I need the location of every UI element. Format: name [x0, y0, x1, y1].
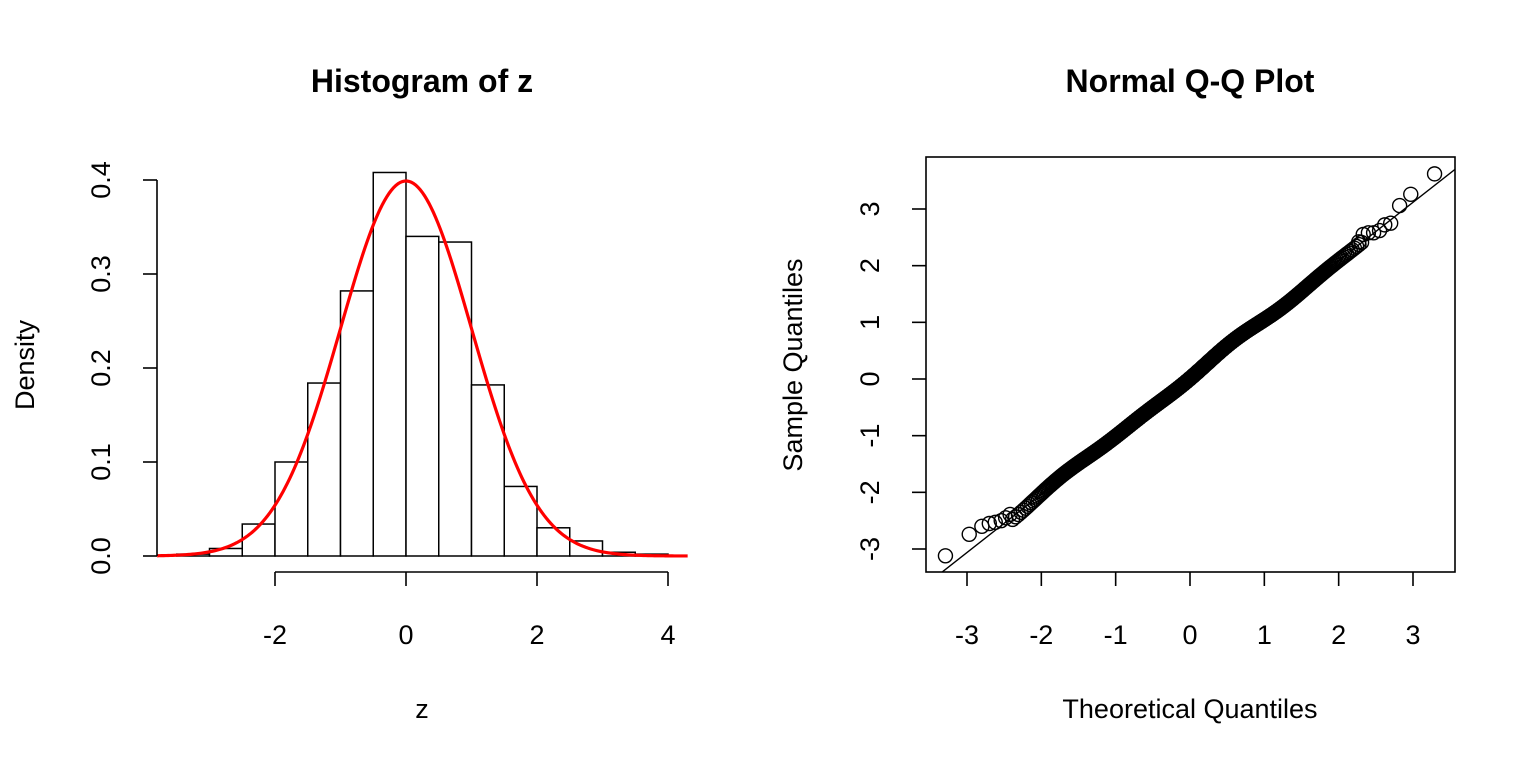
- qq-plot-y-tick-label: 2: [855, 258, 885, 273]
- qq-point: [1426, 166, 1443, 182]
- qq-plot-y-axis-label: Sample Quantiles: [778, 258, 808, 471]
- histogram-y-axis: 0.0 0.1 0.2 0.3 0.4: [86, 161, 158, 575]
- qq-plot-y-tick-label: 0: [855, 371, 885, 386]
- histogram-y-tick-label: 0.4: [86, 161, 116, 199]
- qq-point: [981, 515, 997, 532]
- qq-point: [997, 510, 1014, 526]
- qq-plot-x-tick-label: -1: [1104, 620, 1128, 650]
- histogram-bar: [536, 527, 571, 557]
- qq-point: [1377, 217, 1393, 233]
- histogram-x-tick-label: -2: [263, 620, 287, 650]
- histogram-x-axis-label: z: [415, 694, 429, 724]
- histogram-y-axis-label: Density: [10, 319, 40, 410]
- qq-plot-y-tick-label: 1: [855, 315, 885, 330]
- histogram-x-tick-label: 0: [398, 620, 413, 650]
- histogram-panel: Histogram of z z Density -2 0 2 4 0.0 0.1 0.2…: [10, 63, 688, 724]
- qq-plot-panel: Normal Q-Q Plot Theoretical Quantiles Sa…: [778, 63, 1456, 724]
- histogram-x-tick-label: 4: [660, 620, 675, 650]
- qq-point: [1371, 222, 1388, 239]
- qq-plot-y-tick-label: -2: [855, 480, 885, 504]
- qq-plot-title: Normal Q-Q Plot: [1066, 63, 1315, 99]
- normal-density-curve: [157, 179, 688, 558]
- qq-plot-x-ticks: -3 -2 -1 0 1 2 3: [955, 572, 1421, 650]
- qq-point: [1351, 234, 1367, 250]
- qq-point: [961, 526, 977, 542]
- qq-point: [974, 518, 990, 535]
- qq-plot-x-axis-label: Theoretical Quantiles: [1062, 694, 1317, 724]
- qq-point: [1391, 197, 1408, 214]
- qq-point: [1002, 506, 1018, 523]
- qq-point: [1382, 215, 1399, 231]
- qq-plot-y-tick-label: -3: [855, 537, 885, 561]
- qq-point: [987, 514, 1003, 531]
- histogram-bar: [438, 241, 473, 557]
- histogram-bar: [339, 290, 374, 557]
- qq-point: [1403, 186, 1419, 202]
- qq-plot-x-tick-label: 0: [1182, 620, 1197, 650]
- histogram-x-axis: -2 0 2 4: [263, 571, 676, 650]
- qq-plot-x-tick-label: 3: [1405, 620, 1420, 650]
- qq-plot-y-tick-label: -1: [855, 424, 885, 448]
- qq-plot-x-tick-label: 1: [1257, 620, 1272, 650]
- qq-plot-y-ticks: -3 -2 -1 0 1 2 3: [855, 201, 926, 561]
- qq-point: [1339, 246, 1355, 262]
- histogram-y-tick-label: 0.1: [86, 443, 116, 481]
- qq-point: [937, 548, 954, 564]
- histogram-y-tick-label: 0.3: [86, 255, 116, 293]
- histogram-bar: [307, 382, 342, 557]
- histogram-bar: [405, 235, 440, 557]
- qq-plot-x-tick-label: -3: [955, 620, 979, 650]
- histogram-x-ticks: -2 0 2 4: [263, 572, 676, 650]
- qq-plot-x-tick-label: -2: [1029, 620, 1053, 650]
- histogram-x-tick-label: 2: [529, 620, 544, 650]
- qq-point: [1360, 225, 1377, 241]
- histogram-bar: [470, 384, 505, 557]
- histogram-y-tick-label: 0.2: [86, 349, 116, 387]
- histogram-y-ticks: 0.0 0.1 0.2 0.3 0.4: [86, 161, 157, 575]
- histogram-y-tick-label: 0.0: [86, 537, 116, 575]
- qq-plot-y-tick-label: 3: [855, 201, 885, 216]
- histogram-bar: [372, 171, 407, 557]
- qq-plot-x-tick-label: 2: [1331, 620, 1346, 650]
- qq-points: [937, 166, 1443, 564]
- histogram-bar: [241, 523, 276, 557]
- histogram-title: Histogram of z: [311, 63, 533, 99]
- histogram-bars: [176, 171, 669, 557]
